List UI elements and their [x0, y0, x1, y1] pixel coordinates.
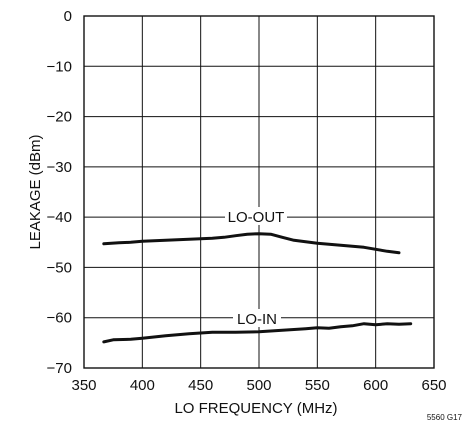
x-tick-label: 550: [305, 377, 330, 394]
x-tick-label: 650: [421, 377, 446, 394]
series-label-lo-out-bg: [225, 207, 287, 225]
figure-code: 5560 G17: [427, 413, 463, 422]
y-tick-label: −20: [47, 109, 72, 126]
y-tick-label: −50: [47, 259, 72, 276]
y-tick-label: 0: [64, 8, 72, 25]
x-tick-label: 450: [188, 377, 213, 394]
y-tick-label: −70: [47, 360, 72, 377]
series-label-lo-out: LO-OUT: [228, 209, 285, 226]
series-line-lo-in: [102, 322, 413, 344]
x-tick-label: 500: [246, 377, 271, 394]
y-tick-label: −10: [47, 58, 72, 75]
x-tick-labels: 350 400 450 500 550 600 650: [71, 377, 446, 394]
y-tick-label: −60: [47, 310, 72, 327]
x-axis-title: LO FREQUENCY (MHz): [174, 400, 337, 417]
x-tick-label: 600: [363, 377, 388, 394]
series-label-lo-in-bg: [233, 309, 281, 327]
series-label-lo-out-group: LO-OUT: [225, 207, 287, 226]
series-label-lo-in: LO-IN: [237, 311, 277, 328]
y-tick-label: −40: [47, 209, 72, 226]
x-tick-label: 350: [71, 377, 96, 394]
y-axis-title: LEAKAGE (dBm): [27, 134, 44, 249]
x-tick-label: 400: [130, 377, 155, 394]
series-label-lo-in-group: LO-IN: [233, 309, 281, 328]
series-line-lo-out: [102, 232, 401, 255]
y-tick-label: −30: [47, 159, 72, 176]
y-tick-labels: 0 −10 −20 −30 −40 −50 −60 −70: [47, 8, 72, 377]
series-group: [102, 232, 413, 344]
plot-frame: [83, 15, 435, 369]
